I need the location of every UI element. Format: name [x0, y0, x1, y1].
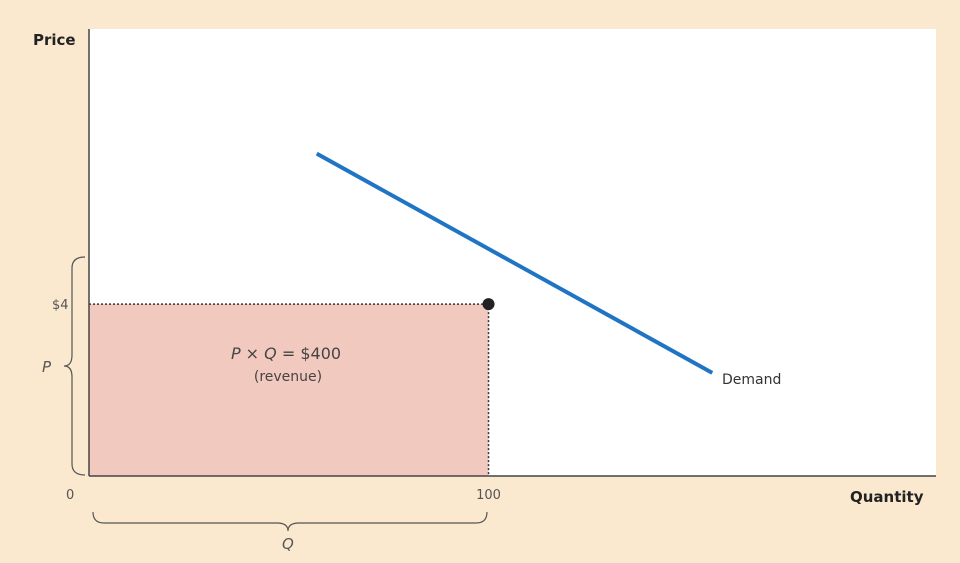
revenue-area [89, 304, 489, 476]
y-axis-title: Price [33, 31, 76, 49]
y-tick-label: $4 [52, 298, 69, 313]
price-brace [63, 256, 86, 476]
x-tick-label: 100 [476, 488, 501, 503]
demand-series-label: Demand [722, 372, 781, 388]
revenue-formula-label: P × Q = $400 [231, 344, 341, 363]
revenue-formula-p: P [231, 344, 241, 363]
quantity-brace [92, 511, 488, 532]
quantity-brace-label: Q [282, 535, 294, 553]
x-axis-title: Quantity [850, 488, 924, 506]
equilibrium-point [482, 298, 495, 311]
price-brace-label: P [42, 358, 52, 376]
revenue-formula-rest: = $400 [277, 344, 341, 363]
revenue-formula-times: × [241, 344, 265, 363]
demand-series-line [315, 151, 714, 375]
origin-tick-label: 0 [66, 488, 74, 503]
revenue-formula-q: Q [264, 344, 277, 363]
revenue-caption-label: (revenue) [254, 369, 322, 385]
